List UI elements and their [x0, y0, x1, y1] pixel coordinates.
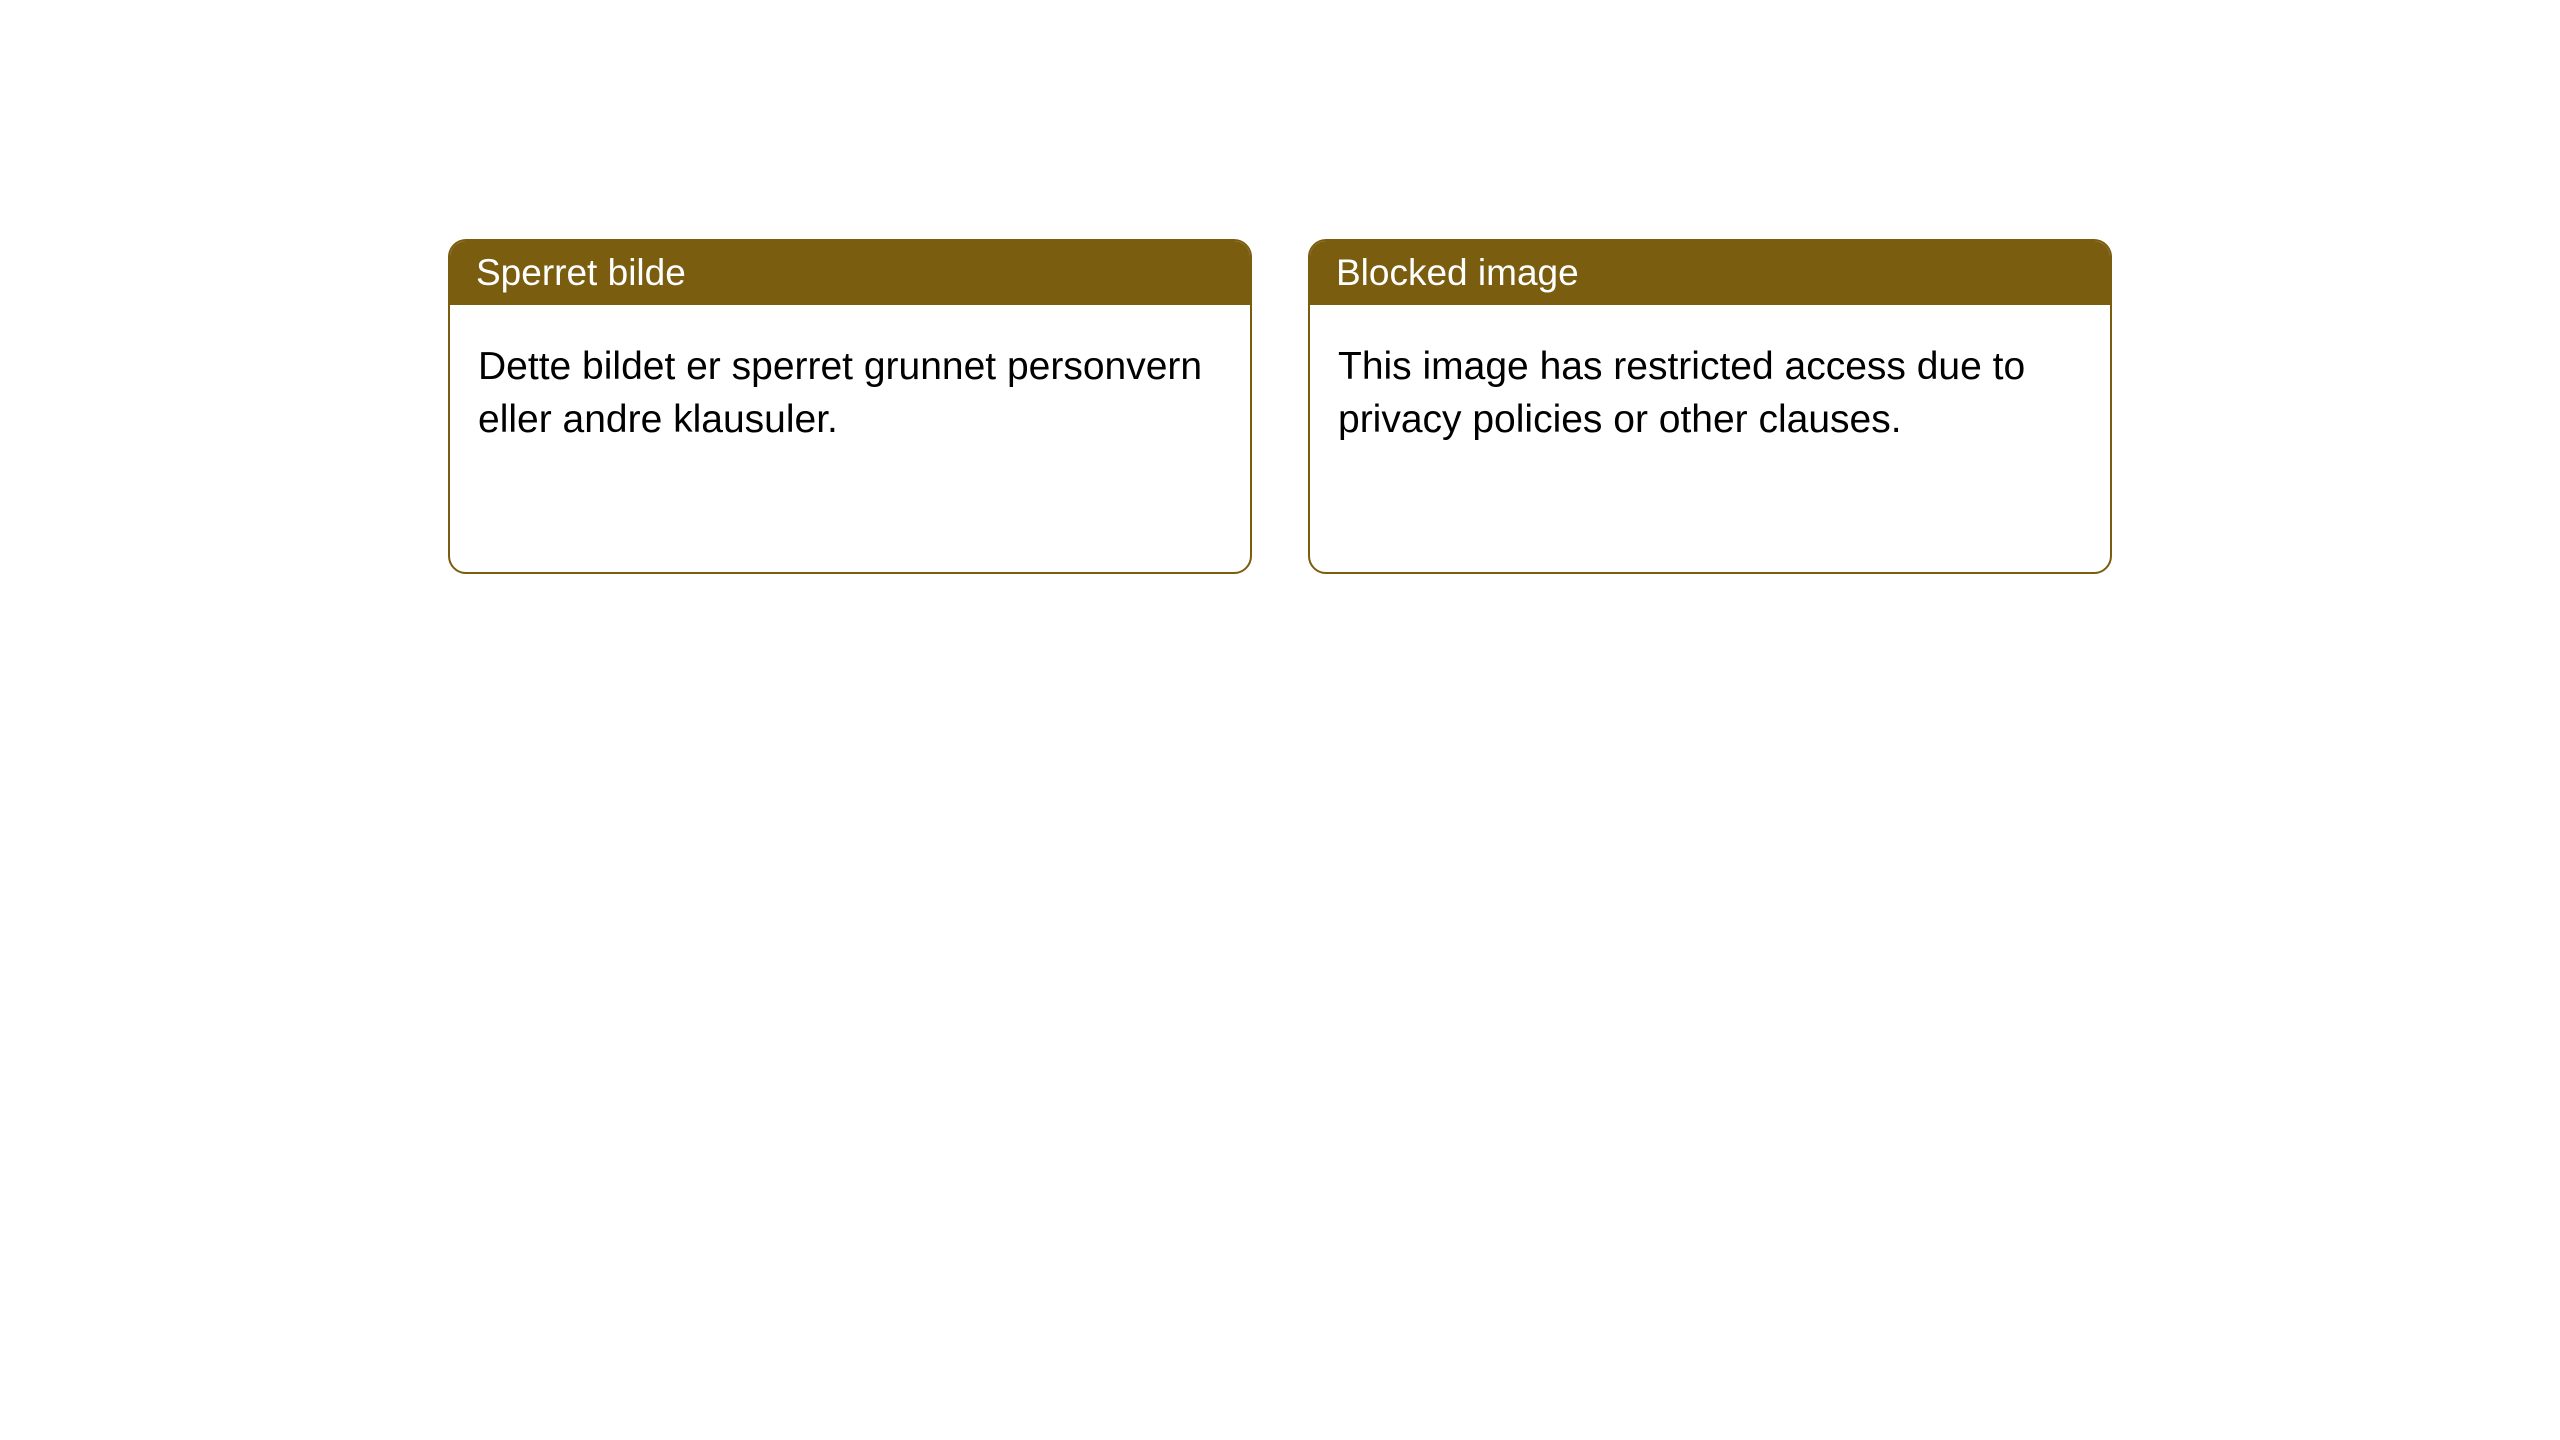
card-title: Blocked image — [1336, 252, 1579, 293]
card-header: Sperret bilde — [450, 241, 1250, 305]
card-header: Blocked image — [1310, 241, 2110, 305]
notice-cards-container: Sperret bilde Dette bildet er sperret gr… — [0, 0, 2560, 574]
card-body: This image has restricted access due to … — [1310, 305, 2110, 482]
card-message: Dette bildet er sperret grunnet personve… — [478, 345, 1202, 441]
card-title: Sperret bilde — [476, 252, 686, 293]
notice-card-norwegian: Sperret bilde Dette bildet er sperret gr… — [448, 239, 1252, 574]
card-message: This image has restricted access due to … — [1338, 345, 2025, 441]
card-body: Dette bildet er sperret grunnet personve… — [450, 305, 1250, 482]
notice-card-english: Blocked image This image has restricted … — [1308, 239, 2112, 574]
